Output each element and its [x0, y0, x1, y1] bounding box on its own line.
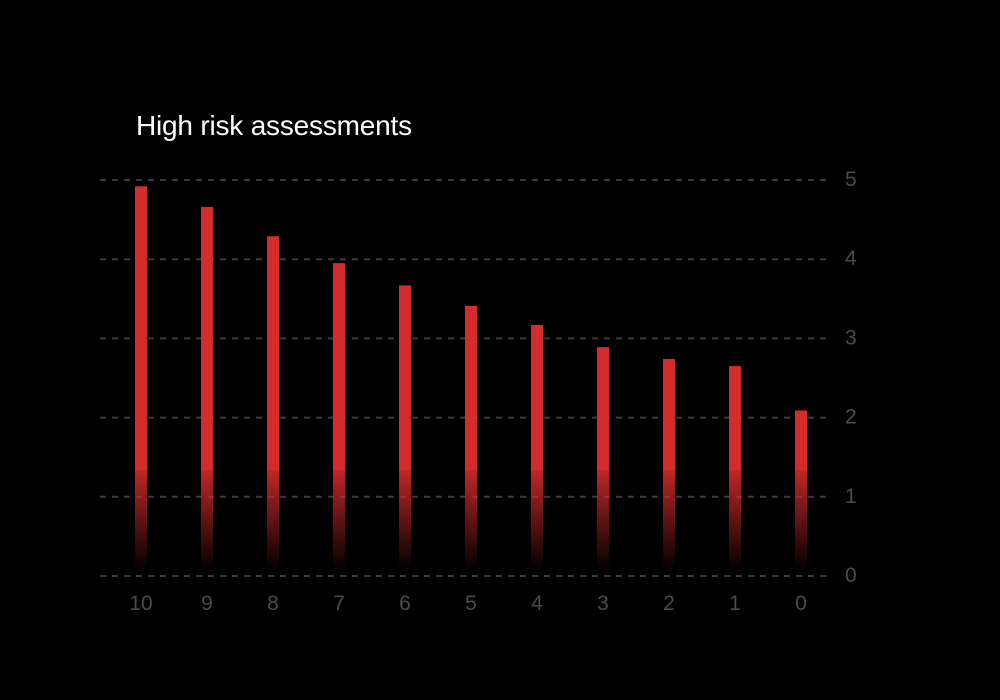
bar-fade	[531, 470, 543, 570]
bar-solid	[597, 347, 609, 470]
bar-solid	[201, 206, 213, 471]
bar-solid	[531, 324, 543, 470]
bar-fade	[399, 470, 411, 570]
bar	[663, 358, 675, 570]
bar	[531, 324, 543, 570]
bar	[201, 206, 213, 570]
x-tick-label: 9	[201, 592, 213, 615]
bar-solid	[135, 186, 147, 470]
bar-fade	[201, 470, 213, 570]
y-tick-label: 1	[845, 485, 857, 508]
x-tick-label: 5	[465, 592, 477, 615]
bars	[135, 186, 807, 570]
bar-solid	[663, 358, 675, 470]
x-tick-label: 8	[267, 592, 279, 615]
x-tick-label: 7	[333, 592, 345, 615]
bar-solid	[399, 285, 411, 470]
chart-title: High risk assessments	[136, 110, 412, 141]
bar-solid	[795, 410, 807, 470]
bar	[267, 236, 279, 570]
y-tick-label: 2	[845, 406, 857, 429]
bar	[465, 305, 477, 570]
bar	[597, 347, 609, 570]
bar-fade	[729, 470, 741, 570]
y-tick-label: 3	[845, 326, 857, 349]
y-tick-label: 4	[845, 247, 857, 270]
bar-fade	[333, 470, 345, 570]
bar-fade	[267, 470, 279, 570]
bar-solid	[729, 366, 741, 470]
bar-fade	[135, 470, 147, 570]
x-tick-label: 0	[795, 592, 807, 615]
x-tick-label: 1	[729, 592, 741, 615]
x-tick-label: 10	[129, 592, 152, 615]
bar-solid	[267, 236, 279, 470]
bar-fade	[465, 470, 477, 570]
bar	[135, 186, 147, 570]
y-tick-label: 0	[845, 564, 857, 587]
bar	[729, 366, 741, 570]
bar	[795, 410, 807, 570]
bar-solid	[333, 263, 345, 470]
bar-fade	[663, 470, 675, 570]
bar-fade	[795, 470, 807, 570]
x-tick-label: 2	[663, 592, 675, 615]
x-tick-label: 3	[597, 592, 609, 615]
x-tick-label: 6	[399, 592, 411, 615]
y-axis-ticks: 0 1 2 3 4 5	[845, 168, 857, 587]
bar	[333, 263, 345, 570]
x-axis-ticks: 10 9 8 7 6 5 4 3 2 1 0	[129, 592, 807, 615]
x-tick-label: 4	[531, 592, 543, 615]
y-tick-label: 5	[845, 168, 857, 191]
bar	[399, 285, 411, 570]
bar-solid	[465, 305, 477, 470]
bar-fade	[597, 470, 609, 570]
